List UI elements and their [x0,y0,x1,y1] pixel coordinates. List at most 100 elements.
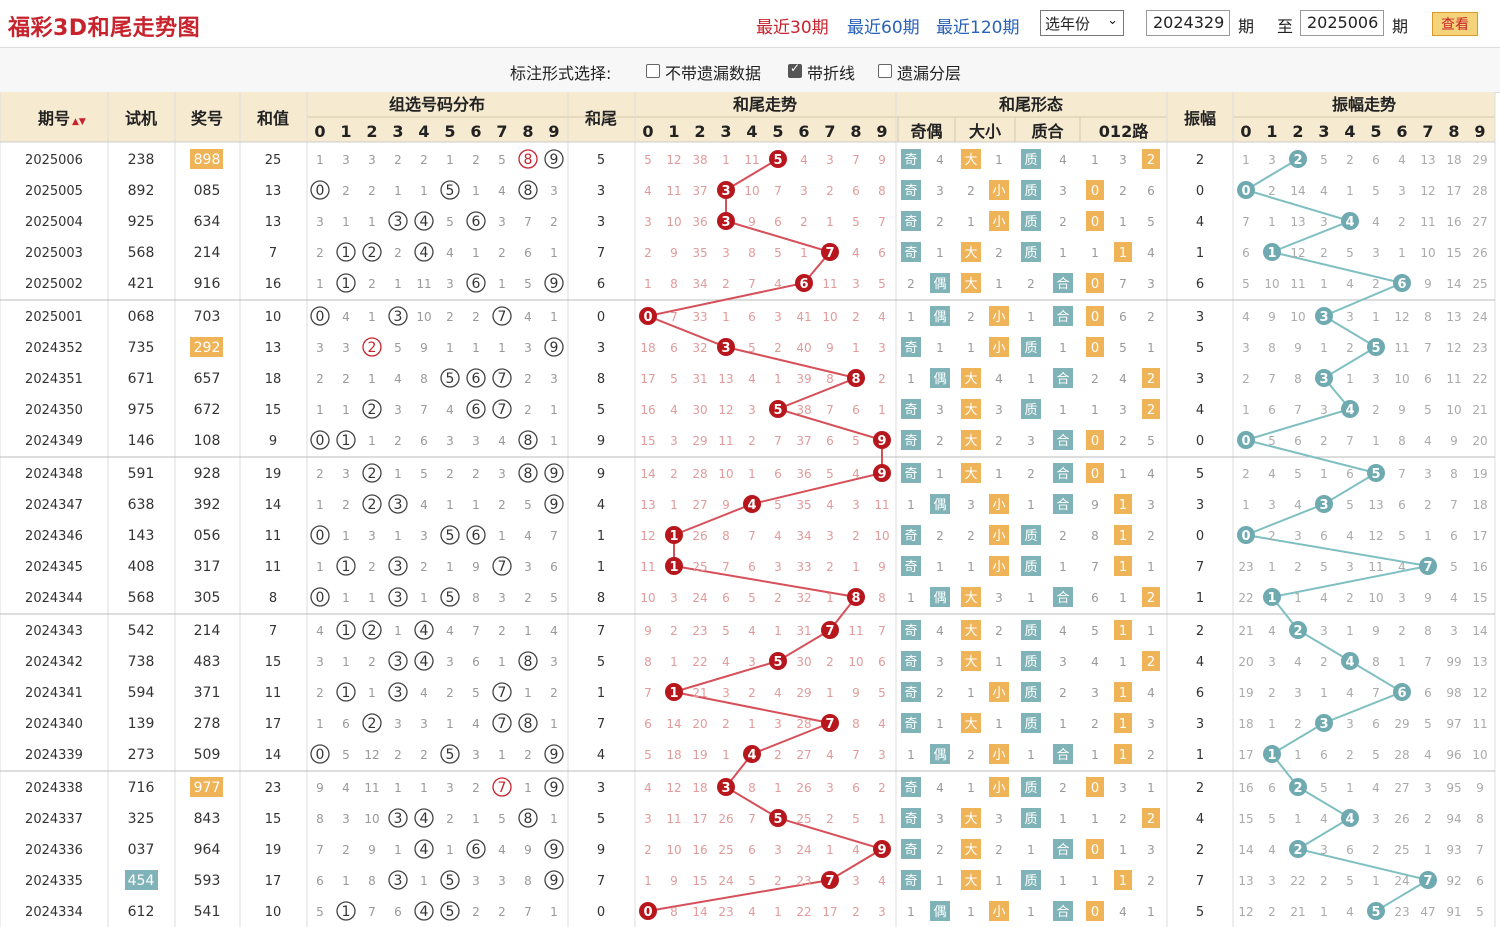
period-to-input[interactable]: 2025006 [1300,10,1384,36]
amp-miss-number: 10 [1368,591,1383,605]
dist-miss-number: 1 [498,529,506,543]
prize-group3-bg [190,149,223,169]
amp-miss-number: 8 [1476,812,1484,826]
amp-ball-number: 3 [1319,498,1328,513]
dist-hit-number: 4 [420,214,429,230]
size-miss: 2 [995,434,1003,448]
prime-badge [1021,399,1041,419]
dist-hit-number: 8 [524,811,533,827]
dist-miss-number: 6 [342,717,350,731]
amp-miss-number: 1 [1320,341,1328,355]
mod012-miss: 1 [1091,874,1099,888]
sum-cell: 14 [265,498,282,513]
tail-miss-number: 31 [796,624,811,638]
dist-hit-circle [440,901,460,921]
view-button[interactable]: 查看 [1432,12,1478,36]
dist-hit-circle [414,839,434,859]
tail-miss-number: 6 [774,215,782,229]
trial-cell: 273 [128,747,155,763]
dist-miss-number: 8 [368,874,376,888]
amp-miss-number: 4 [1268,467,1276,481]
tail-miss-number: 18 [640,341,655,355]
size-badge-text: 大 [964,246,977,261]
period-from-input[interactable]: 2024329 [1146,10,1230,36]
size-badge [989,744,1009,764]
tail-miss-number: 2 [670,467,678,481]
parity-badge-text: 奇 [904,842,917,858]
tail-miss-number: 23 [692,624,707,638]
chevron-down-icon: ⌄ [1107,13,1118,28]
dist-hit-circle [440,525,460,545]
amp-cell: 6 [1196,686,1204,701]
tail-cell: 7 [597,246,605,261]
prize-cell: 214 [194,623,221,639]
prime-badge-text: 合 [1056,372,1069,387]
range-link-120[interactable]: 最近120期 [936,18,1020,38]
dist-miss-number: 1 [316,403,324,417]
dist-miss-number: 2 [368,184,376,198]
dist-miss-number: 1 [550,403,558,417]
dist-miss-number: 5 [550,591,558,605]
dist-miss-number: 5 [472,686,480,700]
amp-miss-number: 14 [1472,624,1487,638]
amp-cell: 7 [1196,874,1204,889]
dist-hit-circle [336,682,356,702]
tail-miss-number: 8 [878,591,886,605]
tail-miss-number: 6 [852,781,860,795]
header-at-digit: 3 [1318,122,1329,141]
dist-miss-number: 3 [550,655,558,669]
dist-hit-circle [388,651,408,671]
header-tt-digit: 1 [668,122,679,141]
tail-trend-line [644,158,885,912]
amp-miss-number: 4 [1346,277,1354,291]
tail-miss-number: 37 [796,434,811,448]
sum-cell: 19 [265,467,282,482]
tail-miss-number: 17 [822,905,837,919]
tail-miss-number: 1 [722,310,730,324]
dist-miss-number: 8 [472,591,480,605]
period-cell: 2025006 [25,153,83,168]
range-link-30[interactable]: 最近30期 [756,18,829,38]
tail-cell: 9 [597,843,605,858]
amp-miss-number: 97 [1446,717,1461,731]
parity-badge [901,430,921,450]
tail-miss-number: 4 [852,467,860,481]
dist-miss-number: 1 [394,277,402,291]
tail-ball-number: 1 [669,529,678,544]
checkbox-miss-layer[interactable] [878,64,892,78]
range-link-60[interactable]: 最近60期 [847,18,920,38]
tail-ball-number: 7 [825,246,834,261]
dist-miss-number: 1 [446,717,454,731]
header-at-digit: 6 [1396,122,1407,141]
tail-miss-number: 36 [692,215,707,229]
tail-miss-number: 10 [666,843,681,857]
option-no-miss[interactable]: 不带遗漏数据 [646,60,761,84]
tail-miss-number: 7 [878,624,886,638]
tail-miss-number: 8 [748,781,756,795]
trial-cell: 454 [128,873,155,889]
amp-miss-number: 1 [1346,372,1354,386]
tail-miss-number: 7 [878,215,886,229]
dist-miss-number: 3 [342,467,350,481]
parity-badge [901,180,921,200]
year-select[interactable]: 选年份 ⌄ [1040,10,1124,36]
dist-miss-number: 1 [550,246,558,260]
option-polyline[interactable]: 带折线 [788,60,855,84]
dist-miss-number: 4 [550,624,558,638]
mod012-badge [1086,463,1104,483]
parity-badge-text: 偶 [933,748,946,763]
amp-miss-number: 2 [1346,153,1354,167]
checkbox-polyline[interactable] [788,61,802,78]
option-miss-layer[interactable]: 遗漏分层 [878,60,961,84]
amp-miss-number: 12 [1420,184,1435,198]
prime-badge-text: 质 [1024,812,1037,827]
tail-cell: 3 [597,184,605,199]
prime-badge [1021,337,1041,357]
amp-miss-number: 25 [1394,843,1409,857]
amp-ball [1315,307,1333,325]
dist-hit-number: 1 [342,276,351,292]
checkbox-no-miss[interactable] [646,64,660,78]
parity-miss: 2 [936,529,944,543]
tail-miss-number: 4 [670,403,678,417]
amp-cell: 2 [1196,624,1204,639]
